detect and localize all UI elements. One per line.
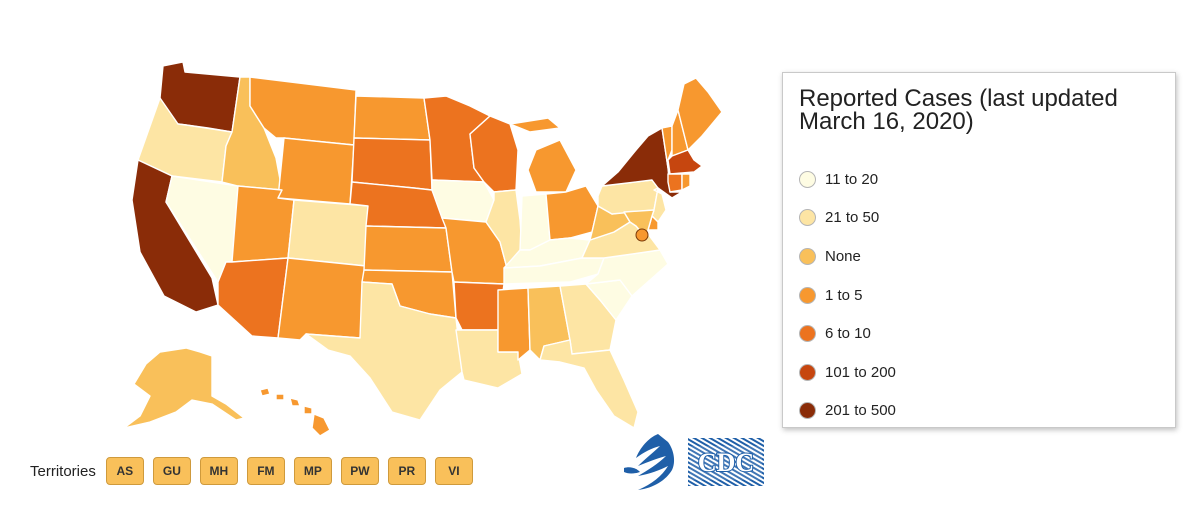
legend-item-11-to-20[interactable]: 11 to 20 [799,160,896,199]
state-nm[interactable] [277,257,367,341]
legend-swatch [799,247,816,265]
legend-item-none[interactable]: None [799,237,896,276]
state-az[interactable] [217,257,289,339]
legend-swatch [799,170,816,188]
state-me[interactable] [677,77,723,151]
state-co[interactable] [287,199,371,267]
legend-item-101-to-200[interactable]: 101 to 200 [799,353,896,392]
territory-button-pr[interactable]: PR [387,457,426,485]
territory-button-fm[interactable]: FM [246,457,285,485]
legend-item-6-to-10[interactable]: 6 to 10 [799,314,896,353]
state-oh[interactable] [545,185,599,241]
state-fl[interactable] [539,339,639,429]
state-ct[interactable] [667,173,683,193]
legend-item-201-to-500[interactable]: 201 to 500 [799,392,896,431]
legend-label: 101 to 200 [825,363,896,381]
state-ak[interactable] [123,347,245,429]
state-nd[interactable] [353,95,431,141]
state-tx[interactable] [305,281,463,421]
state-mi[interactable] [509,117,577,193]
state-sd[interactable] [351,137,433,191]
legend-swatch [799,286,816,304]
us-choropleth-map [123,61,723,437]
territory-button-mp[interactable]: MP [293,457,332,485]
legend-title: Reported Cases (last updated March 16, 2… [799,85,1118,135]
state-ri[interactable] [681,173,691,191]
cdc-logo: CDC [688,438,764,486]
states-group [123,61,723,437]
legend-label: 21 to 50 [825,209,880,227]
state-wy[interactable] [277,137,355,205]
legend-swatch [799,209,816,227]
territory-button-gu[interactable]: GU [152,457,191,485]
state-dc[interactable] [635,228,649,242]
legend-label: 201 to 500 [825,402,896,420]
legend-swatch [799,402,816,420]
legend-swatch [799,325,816,343]
cdc-logo-lines [688,438,764,486]
territory-button-vi[interactable]: VI [434,457,473,485]
legend-label: 1 to 5 [825,286,863,304]
territories-label: Territories [30,462,96,480]
legend-item-21-to-50[interactable]: 21 to 50 [799,199,896,238]
cdc-logo-text: CDC [698,448,754,477]
state-ks[interactable] [363,225,453,273]
legend-label: 6 to 10 [825,325,871,343]
legend-swatch [799,363,816,381]
territory-button-mh[interactable]: MH [199,457,238,485]
legend-list: 11 to 20 21 to 50 None 1 to 5 6 to 10 10… [799,160,896,430]
legend-label: None [825,247,861,265]
territories-bar: Territories AS GU MH FM MP PW PR VI [30,457,482,485]
hhs-eagle-icon [624,434,675,490]
legend-panel: Reported Cases (last updated March 16, 2… [782,72,1176,428]
state-hi[interactable] [259,387,331,437]
state-ar[interactable] [453,281,505,331]
legend-item-1-to-5[interactable]: 1 to 5 [799,276,896,315]
state-ia[interactable] [431,179,495,223]
legend-label: 11 to 20 [825,170,879,188]
territory-button-pw[interactable]: PW [340,457,379,485]
territory-button-as[interactable]: AS [105,457,144,485]
state-ms[interactable] [497,287,531,361]
state-vt[interactable] [661,125,673,169]
